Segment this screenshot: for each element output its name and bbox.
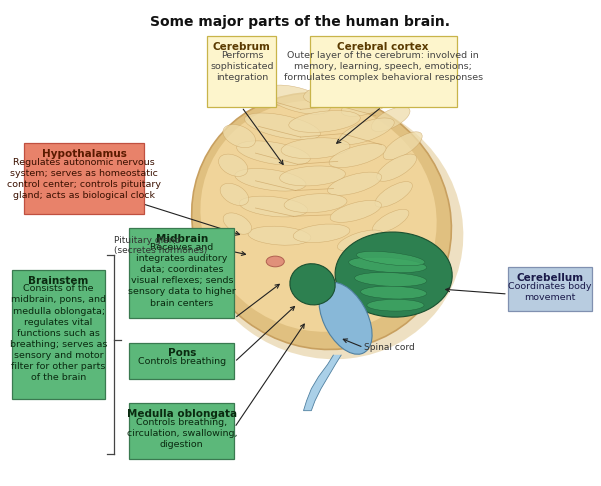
Ellipse shape — [349, 257, 427, 273]
Text: Some major parts of the human brain.: Some major parts of the human brain. — [150, 15, 451, 29]
Ellipse shape — [192, 93, 451, 349]
Text: Cerebral cortex: Cerebral cortex — [337, 42, 429, 52]
Ellipse shape — [329, 143, 386, 168]
Ellipse shape — [356, 251, 425, 266]
Ellipse shape — [223, 124, 255, 148]
Ellipse shape — [293, 224, 350, 243]
Text: Pons: Pons — [168, 348, 196, 359]
Ellipse shape — [383, 132, 423, 160]
Text: Controls breathing,
circulation, swallowing,
digestion: Controls breathing, circulation, swallow… — [127, 418, 237, 449]
Ellipse shape — [319, 282, 372, 354]
FancyBboxPatch shape — [129, 343, 234, 379]
Text: Midbrain: Midbrain — [156, 234, 208, 244]
Ellipse shape — [281, 138, 350, 159]
Ellipse shape — [245, 113, 320, 139]
Text: Brainstem: Brainstem — [28, 276, 89, 286]
Ellipse shape — [373, 209, 409, 233]
FancyBboxPatch shape — [310, 36, 457, 107]
Ellipse shape — [328, 172, 382, 195]
Ellipse shape — [361, 286, 427, 299]
Ellipse shape — [367, 299, 424, 311]
Ellipse shape — [192, 98, 463, 359]
Ellipse shape — [237, 141, 310, 165]
PathPatch shape — [304, 355, 341, 411]
Text: Performs
sophisticated
integration: Performs sophisticated integration — [210, 51, 273, 82]
FancyBboxPatch shape — [129, 403, 234, 459]
Text: Cerebellum: Cerebellum — [516, 273, 584, 283]
Ellipse shape — [290, 264, 335, 305]
FancyBboxPatch shape — [129, 228, 234, 318]
Text: Coordinates body
movement: Coordinates body movement — [508, 282, 591, 302]
Ellipse shape — [341, 93, 392, 116]
FancyBboxPatch shape — [207, 36, 276, 107]
FancyBboxPatch shape — [12, 270, 105, 399]
Ellipse shape — [223, 213, 252, 234]
Ellipse shape — [266, 256, 284, 267]
Ellipse shape — [330, 200, 382, 223]
Ellipse shape — [264, 85, 331, 114]
Ellipse shape — [248, 226, 311, 245]
Ellipse shape — [284, 194, 347, 212]
Ellipse shape — [339, 118, 394, 144]
Text: Regulates autonomic nervous
system; serves as homeostatic
control center; contro: Regulates autonomic nervous system; serv… — [7, 158, 161, 200]
Ellipse shape — [239, 196, 308, 217]
Ellipse shape — [289, 111, 360, 132]
Text: Pituitary gland
(secretes hormones): Pituitary gland (secretes hormones) — [114, 236, 207, 255]
Ellipse shape — [375, 182, 412, 207]
Ellipse shape — [200, 101, 437, 332]
Text: Medulla oblongata: Medulla oblongata — [127, 409, 237, 419]
Ellipse shape — [371, 106, 410, 132]
Text: Controls breathing: Controls breathing — [138, 357, 226, 366]
Ellipse shape — [355, 273, 427, 286]
Ellipse shape — [220, 183, 249, 206]
FancyBboxPatch shape — [24, 143, 144, 214]
Ellipse shape — [235, 169, 306, 191]
Ellipse shape — [304, 85, 364, 105]
Text: Spinal cord: Spinal cord — [364, 343, 414, 352]
Ellipse shape — [337, 230, 384, 251]
Text: Cerebrum: Cerebrum — [213, 42, 271, 52]
FancyBboxPatch shape — [508, 267, 592, 311]
Text: Consists of the
midbrain, pons, and
medulla oblongata;
regulates vital
functions: Consists of the midbrain, pons, and medu… — [10, 284, 108, 382]
Text: Hypothalamus: Hypothalamus — [41, 149, 127, 159]
Ellipse shape — [335, 232, 452, 317]
Ellipse shape — [279, 166, 346, 186]
Ellipse shape — [377, 154, 416, 181]
Text: Outer layer of the cerebrum: involved in
memory, learning, speech, emotions;
for: Outer layer of the cerebrum: involved in… — [284, 51, 483, 82]
Text: Receives and
integrates auditory
data; coordinates
visual reflexes; sends
sensor: Receives and integrates auditory data; c… — [128, 243, 236, 308]
Ellipse shape — [219, 154, 248, 176]
